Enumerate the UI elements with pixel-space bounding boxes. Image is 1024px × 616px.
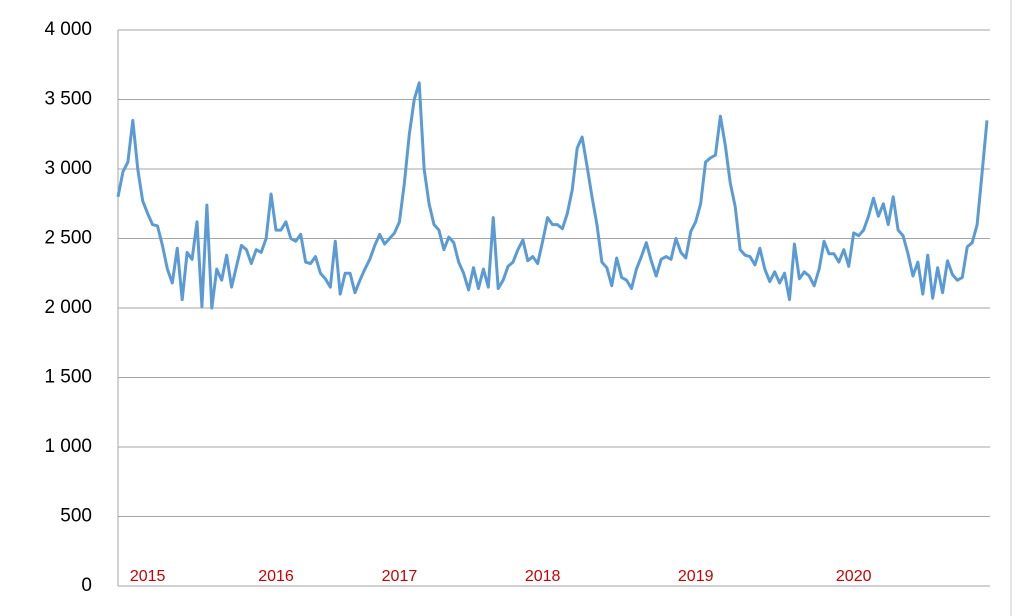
y-tick-label: 2 500 xyxy=(44,228,92,249)
data-line xyxy=(116,81,989,310)
y-tick-label: 500 xyxy=(60,506,92,527)
y-tick-label: 2 000 xyxy=(44,297,92,318)
y-tick-label: 1 000 xyxy=(44,436,92,457)
y-tick-label: 0 xyxy=(81,575,92,596)
year-label: 2016 xyxy=(258,568,294,585)
y-tick-label: 3 500 xyxy=(44,89,92,110)
year-label: 2018 xyxy=(525,568,561,585)
year-label: 2019 xyxy=(678,568,714,585)
y-tick-label: 3 000 xyxy=(44,158,92,179)
year-label: 2017 xyxy=(382,568,418,585)
y-tick-label: 1 500 xyxy=(44,367,92,388)
y-tick-label: 4 000 xyxy=(44,19,92,40)
year-label: 2020 xyxy=(836,568,872,585)
year-label: 2015 xyxy=(130,568,166,585)
